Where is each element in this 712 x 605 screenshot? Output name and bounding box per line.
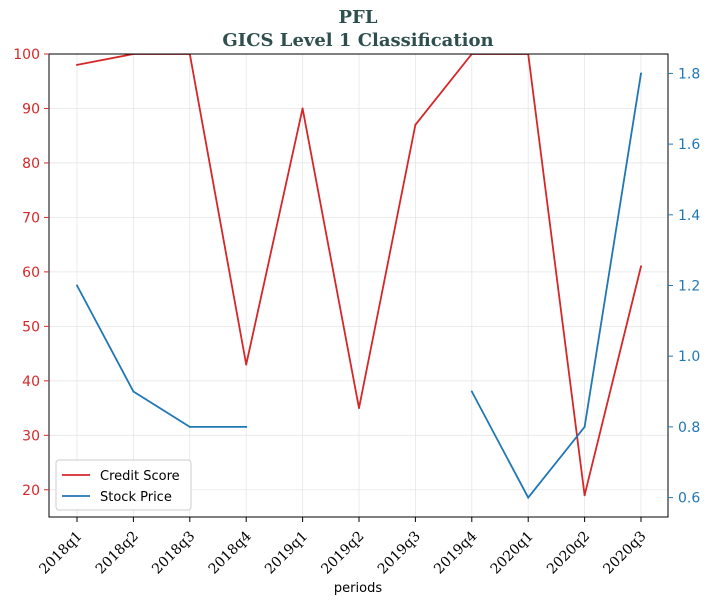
- x-axis-tick-label: 2020q2: [544, 528, 593, 577]
- data-point-credit-score: [640, 265, 642, 268]
- right-axis-tick-label: 1.2: [678, 279, 700, 295]
- left-axis-tick-label: 80: [22, 156, 40, 172]
- data-point-stock-price: [527, 496, 530, 499]
- x-axis-tick-label: 2018q4: [206, 528, 255, 577]
- data-point-stock-price: [245, 425, 248, 428]
- left-axis-tick-label: 50: [22, 319, 40, 335]
- data-point-stock-price: [76, 284, 78, 287]
- legend-box: [55, 459, 192, 511]
- x-axis-tick-label: 2020q3: [600, 528, 649, 577]
- legend: Credit Score Stock Price: [55, 459, 192, 511]
- legend-label-stock-price: Stock Price: [100, 490, 172, 505]
- left-axis-tick-label: 90: [22, 101, 40, 117]
- right-axis-tick-label: 0.8: [678, 420, 700, 436]
- right-axis-tick-label: 1.4: [678, 208, 700, 224]
- left-axis-tick-label: 60: [22, 265, 40, 281]
- x-axis-tick-label: 2019q1: [262, 528, 311, 577]
- x-axis-tick-label: 2018q1: [36, 528, 85, 577]
- right-axis-tick-label: 1.6: [678, 137, 700, 153]
- left-axis-tick-label: 30: [22, 428, 40, 444]
- data-point-stock-price: [583, 425, 586, 428]
- right-axis-tick-label: 0.6: [678, 491, 700, 507]
- chart-title: PFL: [339, 7, 378, 28]
- grid: [49, 53, 668, 517]
- x-axis-label: periods: [334, 581, 382, 596]
- left-axis-tick-label: 70: [22, 210, 40, 226]
- data-point-stock-price: [132, 390, 135, 393]
- right-axis-tick-label: 1.8: [678, 66, 700, 82]
- data-point-stock-price: [640, 72, 642, 75]
- left-axis-tick-label: 40: [22, 374, 40, 390]
- data-point-credit-score: [245, 363, 248, 366]
- series-line-stock-price: [76, 73, 642, 500]
- data-point-credit-score: [583, 494, 586, 497]
- right-axis-tick-label: 1.0: [678, 349, 700, 365]
- data-point-credit-score: [414, 123, 417, 126]
- x-axis-tick-label: 2018q3: [149, 528, 198, 577]
- data-point-credit-score: [76, 63, 78, 66]
- x-axis-tick-label: 2020q1: [488, 528, 537, 577]
- x-axis-tick-label: 2019q3: [375, 528, 424, 577]
- chart-subtitle: GICS Level 1 Classification: [222, 30, 493, 51]
- data-point-credit-score: [301, 107, 304, 110]
- plot-frame: [48, 53, 669, 518]
- x-axis-tick-label: 2018q2: [93, 528, 142, 577]
- data-point-credit-score: [358, 407, 360, 410]
- legend-label-credit-score: Credit Score: [100, 469, 180, 484]
- x-axis-tick-label: 2019q2: [318, 528, 367, 577]
- left-axis-tick-label: 20: [22, 483, 40, 499]
- left-axis-tick-label: 100: [13, 47, 40, 63]
- x-axis-tick-label: 2019q4: [431, 528, 480, 577]
- data-point-stock-price: [188, 425, 191, 428]
- data-point-stock-price: [470, 390, 473, 393]
